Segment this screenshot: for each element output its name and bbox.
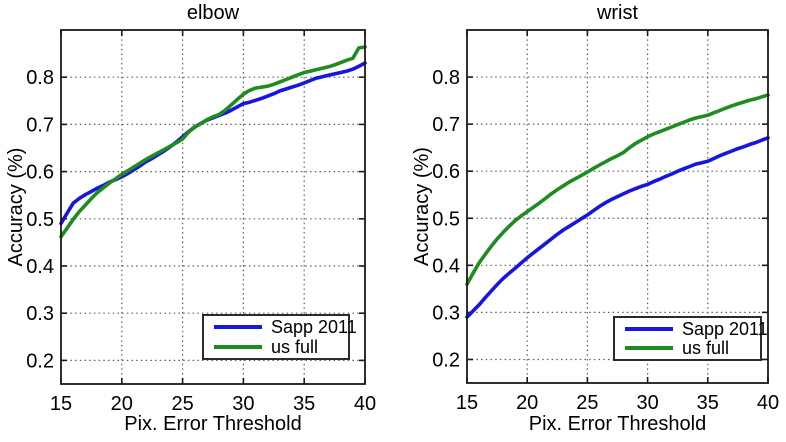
series-line-us-full (59, 45, 367, 239)
y-tick-label: 0.7 (26, 114, 54, 136)
y-tick-label: 0.2 (26, 350, 54, 372)
y-tick-label: 0.8 (432, 67, 460, 89)
x-tick-label: 25 (576, 392, 598, 414)
y-tick-label: 0.6 (26, 162, 54, 184)
y-tick-label: 0.5 (432, 208, 460, 230)
y-tick-label: 0.4 (26, 256, 54, 278)
legend-0: Sapp 2011 us full (202, 314, 357, 360)
x-tick-label: 20 (111, 393, 133, 415)
x-tick-label: 15 (50, 393, 72, 415)
x-tick-label: 20 (516, 392, 538, 414)
x-tick-label: 35 (293, 393, 315, 415)
y-tick-label: 0.5 (26, 209, 54, 231)
y-tick-label: 0.4 (432, 255, 460, 277)
x-tick-label: 15 (456, 392, 478, 414)
legend-line-sapp-icon (214, 325, 262, 329)
chart-title: elbow (187, 2, 240, 24)
x-tick-label: 40 (354, 393, 376, 415)
y-axis-label: Accuracy (%) (5, 148, 27, 267)
legend-label-usfull: us full (271, 337, 319, 357)
x-axis-label: Pix. Error Threshold (124, 413, 301, 435)
legend-entry-sapp: Sapp 2011 (204, 318, 357, 336)
legend-entry-usfull: us full (615, 339, 760, 357)
legend-label-sapp: Sapp 2011 (682, 318, 768, 339)
y-tick-label: 0.6 (432, 161, 460, 183)
y-tick-label: 0.7 (432, 114, 460, 136)
legend-1: Sapp 2011 us full (613, 316, 768, 361)
series-line-sapp-2011 (59, 61, 367, 226)
legend-entry-usfull: us full (204, 338, 348, 356)
legend-line-sapp-icon (625, 326, 673, 331)
axis-border (466, 29, 769, 384)
x-tick-label: 30 (232, 393, 254, 415)
legend-line-usfull-icon (214, 345, 262, 349)
chart-title: wrist (596, 2, 639, 24)
legend-line-usfull-icon (625, 346, 673, 351)
legend-label-usfull: us full (682, 338, 730, 359)
x-tick-label: 25 (171, 393, 193, 415)
x-axis-label: Pix. Error Threshold (529, 413, 706, 435)
series-line-sapp-2011 (465, 136, 770, 319)
legend-label-sapp: Sapp 2011 (271, 317, 357, 337)
x-tick-label: 40 (757, 392, 779, 414)
y-axis-label: Accuracy (%) (411, 147, 433, 266)
y-tick-label: 0.3 (26, 303, 54, 325)
axis-border (60, 29, 366, 385)
x-tick-label: 35 (697, 392, 719, 414)
x-tick-label: 30 (636, 392, 658, 414)
series-line-us-full (465, 93, 770, 287)
y-tick-label: 0.3 (432, 302, 460, 324)
y-tick-label: 0.8 (26, 67, 54, 89)
legend-entry-sapp: Sapp 2011 (615, 320, 768, 338)
y-tick-label: 0.2 (432, 349, 460, 371)
